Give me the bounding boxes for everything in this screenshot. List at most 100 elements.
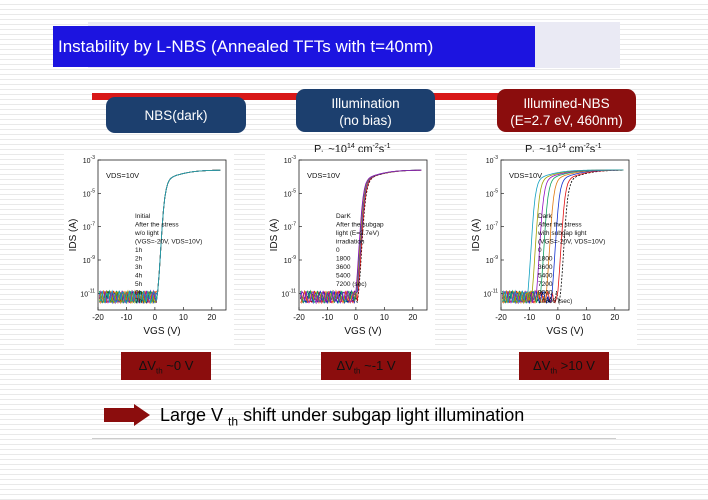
condition-illumined-nbs: Illumined-NBS (E=2.7 eV, 460nm) <box>497 89 636 132</box>
x-tick-label: -20 <box>495 313 507 322</box>
bias-annotation: VDS=10V <box>106 171 139 180</box>
legend-entry: 2h <box>135 256 143 263</box>
vth-shift-badge: ΔVth ~0 V <box>121 352 211 380</box>
y-tick-label: 10-7 <box>83 222 95 232</box>
vth-shift-badge: ΔVth >10 V <box>519 352 609 380</box>
condition-nbs-dark: NBS(dark) <box>106 97 246 133</box>
y-tick-label: 10-3 <box>486 155 498 165</box>
curve-3h <box>99 169 221 305</box>
condition-sublabel: (E=2.7 eV, 460nm) <box>510 113 623 128</box>
x-tick-label: -20 <box>293 313 305 322</box>
bias-annotation: VDS=10V <box>509 171 542 180</box>
x-tick-label: 20 <box>610 313 619 322</box>
y-axis-label: IDS (A) <box>68 219 79 252</box>
y-axis-label: IDS (A) <box>269 219 280 252</box>
legend-entry: 0 <box>538 247 542 254</box>
curve-6h <box>99 169 221 305</box>
legend-entry: 1800 <box>538 256 553 263</box>
transfer-curve-chart: -20 -10 0 10 20 10-11 10-9 10-7 10-5 10-3 VGS (V) I… <box>68 155 227 337</box>
x-tick-label: 10 <box>179 313 188 322</box>
y-tick-label: 10-3 <box>284 155 296 165</box>
legend-entry: 3h <box>135 264 143 271</box>
x-axis-label: VGS (V) <box>344 326 381 337</box>
legend-entry: Dark <box>538 213 552 220</box>
conclusion-text: Large V th shift under subgap light illu… <box>160 405 525 429</box>
plot-frame <box>500 159 630 311</box>
curve-initial <box>99 169 221 305</box>
y-tick-label: 10-9 <box>284 255 296 265</box>
legend-entry: 5h <box>135 281 143 288</box>
legend-entry: 10800 (sec) <box>538 298 572 305</box>
y-tick-label: 10-7 <box>486 222 498 232</box>
curve-4h <box>99 169 221 304</box>
legend-entry: (VGS=-20V, VDS=10V) <box>538 239 605 246</box>
legend-entry: 6h <box>135 290 143 297</box>
y-tick-label: 10-11 <box>483 288 498 298</box>
x-tick-label: -10 <box>322 313 334 322</box>
legend-entry: 7200 <box>538 281 553 288</box>
y-tick-label: 10-11 <box>281 288 296 298</box>
condition-illumination: Illumination (no bias) <box>296 89 435 132</box>
x-axis-label: VGS (V) <box>546 326 583 337</box>
legend-entry: 5400 <box>336 273 351 280</box>
y-tick-label: 10-11 <box>80 288 95 298</box>
x-tick-label: -20 <box>92 313 104 322</box>
legend-entry: 1800 <box>336 256 351 263</box>
transfer-curve-chart: -20 -10 0 10 20 10-11 10-9 10-7 10-5 10-3 VGS (V) I… <box>471 155 630 337</box>
x-axis-label: VGS (V) <box>143 326 180 337</box>
condition-sublabel: (no bias) <box>339 113 392 128</box>
legend-entry: Initial <box>135 213 151 220</box>
legend-entry: 5400 <box>538 273 553 280</box>
x-tick-label: -10 <box>524 313 536 322</box>
y-axis-label: IDS (A) <box>471 219 482 252</box>
curve-7200-sec- <box>300 169 422 305</box>
x-tick-label: 0 <box>153 313 158 322</box>
vth-shift-badge: ΔVth ~-1 V <box>321 352 411 380</box>
curve-2h <box>99 169 221 305</box>
legend-entry: 1h <box>135 247 143 254</box>
legend-entry: 7h <box>135 298 143 305</box>
legend-entry: 3600 <box>538 264 553 271</box>
x-tick-label: 0 <box>556 313 561 322</box>
curve-5h <box>99 169 221 305</box>
x-tick-label: 20 <box>408 313 417 322</box>
legend-entry: After the stress <box>135 222 179 229</box>
legend-entry: DarK <box>336 213 351 220</box>
legend-entry: (VGS=-20V, VDS=10V) <box>135 239 202 246</box>
y-tick-label: 10-5 <box>284 188 296 198</box>
bottom-divider <box>92 438 616 439</box>
legend-entry: 7200 (sec) <box>336 281 367 288</box>
x-tick-label: -10 <box>121 313 133 322</box>
legend-entry: 4h <box>135 273 143 280</box>
y-tick-label: 10-9 <box>83 255 95 265</box>
condition-label: Illumination <box>331 96 400 111</box>
plot-frame <box>298 159 428 311</box>
legend-entry: 3600 <box>336 264 351 271</box>
plot-frame <box>97 159 227 311</box>
x-tick-label: 20 <box>207 313 216 322</box>
x-tick-label: 0 <box>354 313 359 322</box>
y-tick-label: 10-5 <box>83 188 95 198</box>
y-tick-label: 10-5 <box>486 188 498 198</box>
y-tick-label: 10-7 <box>284 222 296 232</box>
legend-entry: After the stress <box>538 222 582 229</box>
condition-label: NBS(dark) <box>144 108 208 123</box>
transfer-curve-panel-illumined-nbs: -20 -10 0 10 20 10-11 10-9 10-7 10-5 10-3 VGS (V) I… <box>467 152 637 348</box>
legend-entry: with subgap light <box>537 230 587 237</box>
condition-label: Illumined-NBS <box>523 96 610 111</box>
transfer-curve-panel-nbs-dark: -20 -10 0 10 20 10-11 10-9 10-7 10-5 10-3 VGS (V) I… <box>64 152 234 348</box>
transfer-curve-chart: -20 -10 0 10 20 10-11 10-9 10-7 10-5 10-3 VGS (V) I… <box>269 155 428 337</box>
legend-entry: 9000 <box>538 290 553 297</box>
legend-entry: w/o light <box>134 230 159 237</box>
legend-entry: 0 <box>336 247 340 254</box>
legend-entry: irradiation <box>336 239 365 246</box>
x-tick-label: 10 <box>380 313 389 322</box>
y-tick-label: 10-3 <box>83 155 95 165</box>
curve-10800-sec- <box>502 169 624 303</box>
bias-annotation: VDS=10V <box>307 171 340 180</box>
x-tick-label: 10 <box>582 313 591 322</box>
legend-entry: After the subgap <box>336 222 384 229</box>
curve-7h <box>99 169 221 305</box>
legend-entry: light (E=2.7eV) <box>336 230 379 237</box>
slide-title: Instability by L-NBS (Annealed TFTs with… <box>53 26 535 67</box>
